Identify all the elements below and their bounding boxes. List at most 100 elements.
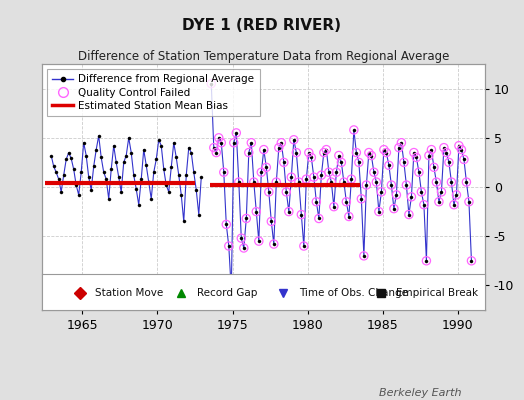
Point	[427, 146, 435, 153]
Point	[307, 154, 315, 161]
Point	[325, 169, 333, 176]
Point	[337, 159, 345, 166]
Point	[414, 169, 423, 176]
Point	[410, 149, 418, 156]
Point	[447, 179, 455, 185]
Point	[345, 213, 353, 220]
Point	[390, 206, 398, 212]
Point	[377, 189, 386, 195]
Point	[330, 204, 338, 210]
Point	[467, 258, 476, 264]
Point	[207, 80, 215, 87]
Point	[462, 179, 471, 185]
Point	[285, 208, 293, 215]
Text: DYE 1 (RED RIVER): DYE 1 (RED RIVER)	[182, 18, 342, 33]
Point	[350, 127, 358, 133]
Point	[235, 179, 243, 185]
Point	[249, 179, 258, 185]
Point	[397, 140, 406, 146]
Point	[375, 208, 383, 215]
Point	[322, 146, 331, 153]
Point	[225, 243, 233, 249]
Point	[230, 140, 238, 146]
Point	[450, 202, 458, 208]
Point	[430, 164, 438, 170]
Point	[294, 179, 303, 185]
Point	[457, 146, 466, 153]
Point	[382, 149, 390, 156]
Point	[417, 189, 425, 195]
Point	[232, 130, 241, 136]
Point	[302, 176, 311, 182]
Point	[292, 149, 301, 156]
Point	[245, 149, 253, 156]
Text: Record Gap: Record Gap	[197, 288, 257, 298]
Point	[320, 149, 328, 156]
Title: Difference of Station Temperature Data from Regional Average: Difference of Station Temperature Data f…	[78, 50, 449, 63]
Point	[412, 154, 421, 161]
Point	[210, 144, 218, 151]
Point	[442, 149, 451, 156]
Point	[227, 287, 235, 294]
Point	[317, 172, 325, 178]
Point	[355, 159, 363, 166]
Point	[460, 156, 468, 163]
Point	[277, 140, 286, 146]
Point	[290, 136, 298, 143]
Point	[287, 174, 296, 180]
Point	[432, 179, 441, 185]
Point	[365, 149, 373, 156]
Point	[425, 152, 433, 159]
Point	[405, 211, 413, 218]
Point	[282, 189, 290, 195]
Legend: Difference from Regional Average, Quality Control Failed, Estimated Station Mean: Difference from Regional Average, Qualit…	[47, 69, 259, 116]
Point	[372, 179, 380, 185]
Point	[237, 235, 245, 241]
Point	[335, 152, 343, 159]
Point	[437, 189, 445, 195]
Text: Station Move: Station Move	[95, 288, 163, 298]
Text: Empirical Break: Empirical Break	[396, 288, 478, 298]
Point	[257, 169, 266, 176]
Point	[387, 182, 396, 188]
Point	[332, 169, 341, 176]
Point	[280, 159, 288, 166]
Point	[327, 179, 335, 185]
Point	[352, 149, 361, 156]
Point	[310, 174, 318, 180]
Point	[304, 149, 313, 156]
Point	[402, 182, 411, 188]
Point	[400, 159, 408, 166]
Point	[220, 169, 228, 176]
Point	[357, 196, 366, 202]
Point	[255, 238, 263, 244]
Point	[270, 241, 278, 247]
Point	[215, 134, 223, 141]
Point	[297, 211, 305, 218]
Point	[420, 202, 428, 208]
Point	[247, 140, 256, 146]
Point	[367, 152, 376, 159]
Point	[392, 192, 400, 198]
Point	[455, 142, 463, 149]
Point	[340, 179, 348, 185]
Point	[440, 144, 448, 151]
Point	[435, 198, 443, 205]
Point	[359, 253, 368, 259]
Point	[262, 164, 270, 170]
Text: Time of Obs. Change: Time of Obs. Change	[299, 288, 408, 298]
Point	[272, 179, 280, 185]
Point	[267, 218, 276, 225]
Point	[465, 198, 473, 205]
Point	[212, 149, 221, 156]
Point	[380, 146, 388, 153]
Point	[362, 182, 370, 188]
Point	[265, 189, 273, 195]
Point	[242, 215, 250, 222]
Point	[314, 215, 323, 222]
Point	[259, 146, 268, 153]
Point	[300, 243, 308, 249]
Point	[422, 258, 431, 264]
Point	[275, 144, 283, 151]
Point	[395, 144, 403, 151]
